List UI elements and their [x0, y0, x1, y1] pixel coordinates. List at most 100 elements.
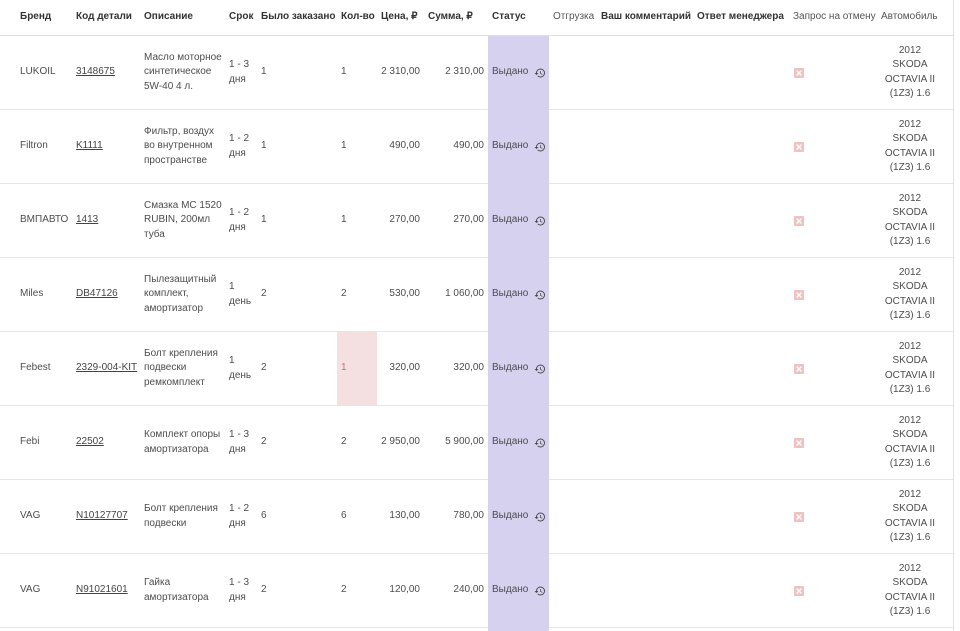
brand-cell: ВМПАВТО [0, 184, 72, 258]
quantity-cell: 2 [337, 406, 377, 480]
column-header-sum: Сумма, ₽ [424, 0, 488, 36]
table-row: VAG N10127707 Болт крепления подвески 1 … [0, 480, 953, 554]
cancel-icon[interactable] [794, 141, 804, 152]
history-icon[interactable] [534, 67, 546, 79]
manager-reply-cell [693, 110, 789, 184]
column-header-quantity: Кол-во [337, 0, 377, 36]
status-text: Выдано [492, 66, 529, 78]
part-code-link[interactable]: N91021601 [76, 584, 128, 596]
cancel-icon[interactable] [794, 585, 804, 596]
history-icon[interactable] [534, 363, 546, 375]
history-icon[interactable] [534, 141, 546, 153]
status-cell: Выдано [488, 36, 549, 110]
manager-reply-cell [693, 258, 789, 332]
cancel-icon[interactable] [794, 437, 804, 448]
part-code-cell: 2329-004-KIT [72, 332, 140, 406]
sum-cell: 5 900,00 [424, 406, 488, 480]
column-header-term: Срок [225, 0, 257, 36]
column-header-spacer [943, 0, 953, 36]
history-icon[interactable] [534, 289, 546, 301]
column-header-shipment: Отгрузка [549, 0, 597, 36]
delivery-term-cell: 1 - 2 дня [225, 184, 257, 258]
part-code-link[interactable]: 3148675 [76, 66, 115, 78]
car-cell: 2012 SKODA OCTAVIA II (1Z3) 1.6 [877, 110, 943, 184]
row-spacer [943, 332, 953, 406]
ordered-quantity-cell: 2 [257, 332, 337, 406]
car-cell: 2012 SKODA OCTAVIA II (1Z3) 1.6 [877, 36, 943, 110]
history-icon[interactable] [534, 215, 546, 227]
part-code-link[interactable]: DB47126 [76, 288, 118, 300]
table-header: Бренд Код детали Описание Срок Было зака… [0, 0, 953, 36]
your-comment-cell [597, 258, 693, 332]
shipment-cell [549, 258, 597, 332]
column-header-cancel-request: Запрос на отмену [789, 0, 877, 36]
shipment-cell [549, 554, 597, 628]
price-cell: 130,00 [377, 480, 424, 554]
status-cell: Выдано [488, 406, 549, 480]
status-cell: Выдано [488, 110, 549, 184]
quantity-cell: 1 [337, 110, 377, 184]
delivery-term-cell: 1 - 3 дня [225, 554, 257, 628]
history-icon[interactable] [534, 437, 546, 449]
price-cell: 2 310,00 [377, 36, 424, 110]
ordered-quantity-cell: 2 [257, 406, 337, 480]
your-comment-cell [597, 406, 693, 480]
row-spacer [943, 258, 953, 332]
delivery-term-cell: 1 день [225, 332, 257, 406]
row-spacer [943, 406, 953, 480]
cancel-icon[interactable] [794, 363, 804, 374]
cancel-icon[interactable] [794, 67, 804, 78]
column-header-description: Описание [140, 0, 225, 36]
description-cell: Комплект опоры амортизатора [140, 406, 225, 480]
your-comment-cell [597, 554, 693, 628]
cancel-request-cell [789, 332, 877, 406]
brand-cell: VAG [0, 554, 72, 628]
sum-cell: 780,00 [424, 480, 488, 554]
shipment-cell [549, 406, 597, 480]
car-cell: 2012 SKODA OCTAVIA II (1Z3) 1.6 [877, 332, 943, 406]
cancel-icon[interactable] [794, 289, 804, 300]
table-row: VAG N91021601 Гайка амортизатора 1 - 3 д… [0, 554, 953, 628]
cancel-request-cell [789, 110, 877, 184]
brand-cell: Filtron [0, 110, 72, 184]
part-code-link[interactable]: N10127707 [76, 510, 128, 522]
car-cell: 2012 SKODA OCTAVIA II (1Z3) 1.6 [877, 184, 943, 258]
table-row: Febest 2329-004-KIT Болт крепления подве… [0, 332, 953, 406]
manager-reply-cell [693, 36, 789, 110]
quantity-cell: 2 [337, 258, 377, 332]
table-row: Febi 22502 Комплект опоры амортизатора 1… [0, 406, 953, 480]
cancel-request-cell [789, 184, 877, 258]
status-text: Выдано [492, 436, 529, 448]
part-code-link[interactable]: K1111 [76, 140, 103, 152]
table-row: LUKOIL 3148675 Масло моторное синтетичес… [0, 36, 953, 110]
history-icon[interactable] [534, 511, 546, 523]
price-cell: 2 950,00 [377, 406, 424, 480]
description-cell: Масло моторное синтетическое 5W-40 4 л. [140, 36, 225, 110]
your-comment-cell [597, 480, 693, 554]
shipment-cell [549, 184, 597, 258]
history-icon[interactable] [534, 585, 546, 597]
car-cell: 2012 SKODA OCTAVIA II (1Z3) 1.6 [877, 258, 943, 332]
description-cell: Гайка амортизатора [140, 554, 225, 628]
part-code-cell: 22502 [72, 406, 140, 480]
status-column-continuation [488, 628, 549, 631]
sum-cell: 240,00 [424, 554, 488, 628]
description-cell: Болт крепления подвески [140, 480, 225, 554]
delivery-term-cell: 1 - 2 дня [225, 110, 257, 184]
row-spacer [943, 36, 953, 110]
quantity-cell: 1 [337, 36, 377, 110]
quantity-cell: 1 [337, 184, 377, 258]
part-code-link[interactable]: 22502 [76, 436, 104, 448]
quantity-cell: 1 [337, 332, 377, 406]
your-comment-cell [597, 110, 693, 184]
status-text: Выдано [492, 510, 529, 522]
ordered-quantity-cell: 1 [257, 36, 337, 110]
part-code-link[interactable]: 2329-004-KIT [76, 362, 138, 374]
cancel-icon[interactable] [794, 215, 804, 226]
cancel-request-cell [789, 406, 877, 480]
part-code-link[interactable]: 1413 [76, 214, 99, 226]
cancel-icon[interactable] [794, 511, 804, 522]
manager-reply-cell [693, 184, 789, 258]
price-cell: 490,00 [377, 110, 424, 184]
